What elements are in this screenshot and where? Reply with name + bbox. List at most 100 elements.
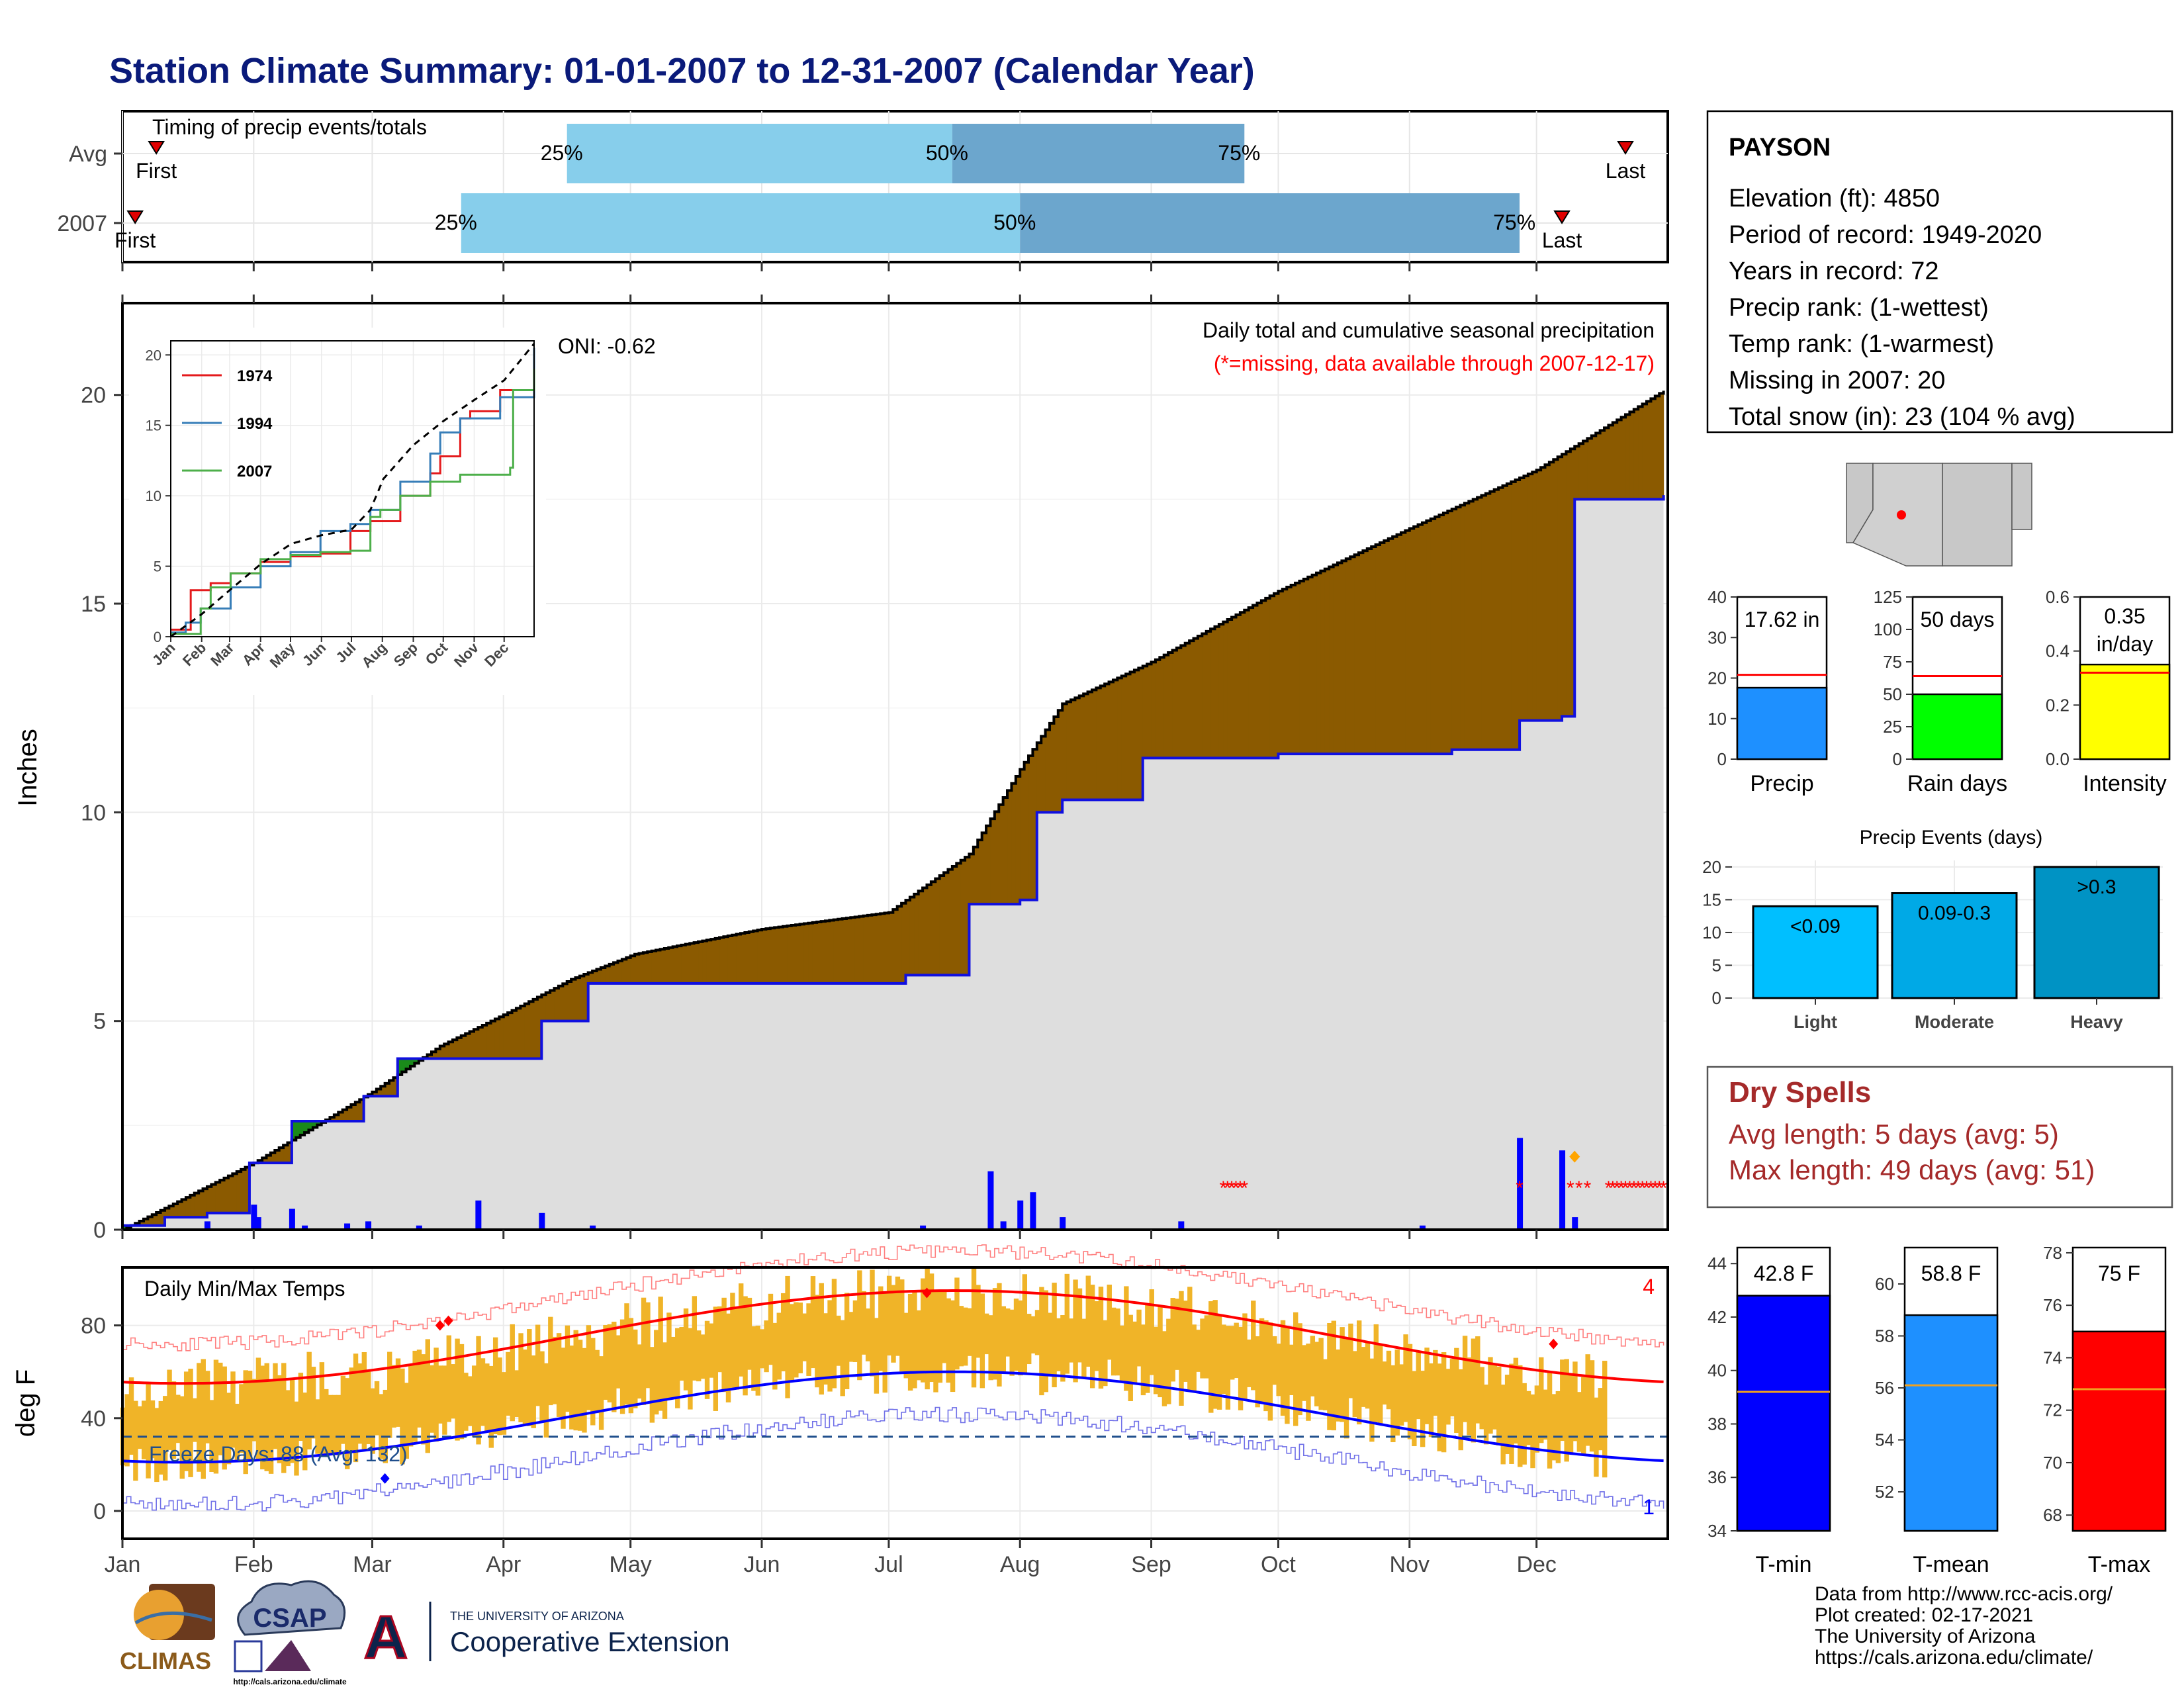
daily-temp-bar <box>447 1336 451 1422</box>
deficit-fill <box>1482 496 1486 750</box>
deficit-fill <box>1325 569 1330 754</box>
daily-temp-bar <box>1285 1326 1289 1424</box>
temp-bar-tick-label: 58 <box>1875 1326 1894 1346</box>
deficit-fill <box>1625 414 1630 499</box>
deficit-fill <box>872 915 876 983</box>
deficit-fill <box>617 961 622 983</box>
daily-temp-bar <box>218 1363 222 1455</box>
daily-precip-bar <box>475 1201 481 1230</box>
daily-temp-bar <box>942 1291 946 1363</box>
temp-bar-tick-label: 56 <box>1875 1378 1894 1398</box>
deficit-fill <box>1524 476 1528 721</box>
daily-temp-bar <box>544 1363 549 1438</box>
daily-temp-bar <box>1514 1358 1518 1444</box>
deficit-fill <box>1503 486 1508 750</box>
daily-temp-bar <box>1115 1308 1120 1375</box>
daily-temp-bar <box>1154 1327 1158 1394</box>
station-info-line: Missing in 2007: 20 <box>1729 367 1945 394</box>
deficit-fill <box>1117 678 1122 800</box>
deficit-fill <box>635 954 639 983</box>
daily-temp-bar <box>1128 1315 1133 1401</box>
mini-bar-tick-label: 0 <box>1893 749 1902 769</box>
daily-temp-bar <box>1306 1344 1310 1421</box>
inset-y-tick-label: 5 <box>154 559 161 575</box>
daily-precip-bar <box>1559 1150 1565 1230</box>
daily-temp-bar <box>1535 1385 1539 1452</box>
temp-bar-tick-label: 40 <box>1707 1361 1727 1381</box>
deficit-fill <box>766 929 770 983</box>
mini-bar-label: Rain days <box>1907 771 2007 796</box>
daily-precip-bar <box>255 1217 261 1230</box>
deficit-fill <box>876 914 881 983</box>
deficit-fill <box>1621 417 1626 499</box>
deficit-fill <box>195 1193 199 1217</box>
daily-temp-bar <box>463 1373 468 1431</box>
timing-label-75: 75% <box>1493 210 1535 234</box>
footer-line: Data from http://www.rcc-acis.org/ <box>1815 1583 2113 1605</box>
daily-temp-bar <box>442 1365 447 1434</box>
ua-extension-text: Cooperative Extension <box>450 1626 730 1657</box>
daily-temp-bar <box>1365 1342 1370 1409</box>
deficit-fill <box>664 948 669 983</box>
daily-temp-bar <box>1272 1336 1277 1385</box>
timing-label-25: 25% <box>541 141 583 165</box>
deficit-fill <box>1058 710 1063 812</box>
daily-temp-bar <box>193 1398 197 1442</box>
station-info-line: Years in record: 72 <box>1729 257 1939 285</box>
daily-temp-bar <box>1086 1276 1091 1367</box>
daily-temp-bar <box>1052 1283 1056 1387</box>
daily-temp-bar <box>760 1329 764 1368</box>
deficit-fill <box>546 993 551 1021</box>
timing-label-50: 50% <box>993 210 1036 234</box>
daily-temp-bar <box>391 1365 396 1428</box>
daily-temp-bar <box>988 1315 993 1380</box>
deficit-fill <box>1253 606 1257 758</box>
page-title: Station Climate Summary: 01-01-2007 to 1… <box>109 51 1255 91</box>
deficit-fill <box>499 1017 504 1058</box>
daily-temp-bar <box>620 1320 625 1414</box>
daily-temp-bar <box>129 1377 134 1455</box>
daily-temp-bar <box>484 1363 489 1432</box>
daily-temp-bar <box>1467 1357 1471 1436</box>
deficit-fill <box>707 940 711 983</box>
deficit-fill <box>698 942 703 983</box>
mini-bar-tick-label: 0 <box>1717 749 1727 769</box>
daily-temp-bar <box>1200 1318 1205 1378</box>
station-name: PAYSON <box>1729 134 1831 161</box>
deficit-fill <box>660 949 664 983</box>
deficit-fill <box>1278 591 1283 754</box>
daily-temp-bar <box>874 1318 879 1393</box>
daily-temp-bar <box>1420 1371 1425 1447</box>
deficit-fill <box>686 944 690 983</box>
deficit-fill <box>1092 690 1097 800</box>
deficit-fill <box>732 935 737 983</box>
mini-bar-tick-label: 20 <box>1707 668 1727 688</box>
events-bar-label: 0.09-0.3 <box>1918 903 1991 925</box>
deficit-fill <box>1046 730 1050 813</box>
oni-label: ONI: -0.62 <box>558 334 656 358</box>
events-y-tick-label: 0 <box>1712 988 1721 1008</box>
deficit-fill <box>668 948 673 983</box>
daily-temp-bar <box>1263 1320 1268 1411</box>
deficit-fill <box>516 1008 521 1058</box>
mini-bar-tick-label: 0.6 <box>2046 587 2070 607</box>
daily-temp-bar <box>472 1365 477 1437</box>
daily-temp-bar <box>645 1303 650 1389</box>
deficit-fill <box>1410 529 1414 754</box>
daily-temp-bar <box>629 1318 633 1413</box>
daily-temp-bar <box>1276 1344 1281 1396</box>
daily-temp-bar <box>167 1370 171 1450</box>
temp-bar-value-label: 58.8 F <box>1921 1261 1981 1285</box>
deficit-fill <box>1532 472 1537 720</box>
mini-bar-tick-label: 25 <box>1883 717 1902 737</box>
daily-temp-bar <box>1281 1320 1285 1416</box>
deficit-fill <box>1177 648 1181 758</box>
deficit-fill <box>753 931 758 983</box>
daily-temp-bar <box>878 1287 883 1371</box>
deficit-fill <box>1228 619 1232 758</box>
deficit-fill <box>1643 404 1647 499</box>
daily-temp-bar <box>421 1354 426 1444</box>
month-label: Jul <box>874 1552 903 1577</box>
daily-temp-bar <box>1433 1350 1437 1416</box>
daily-temp-bar <box>1323 1359 1328 1410</box>
